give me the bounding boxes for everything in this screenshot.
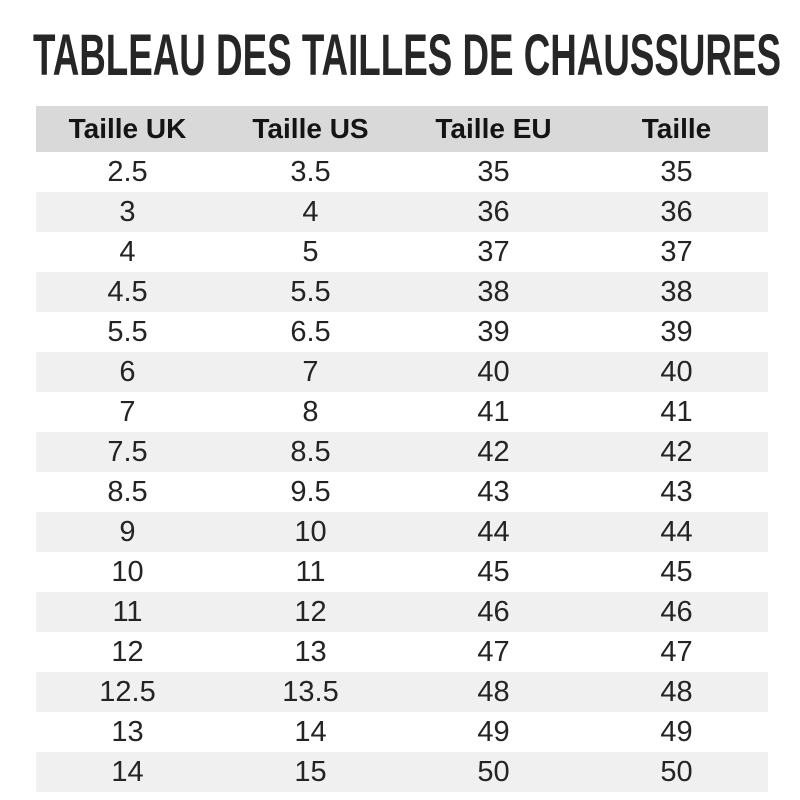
table-cell: 10	[294, 515, 327, 548]
table-cell: 46	[660, 595, 693, 628]
table-cell: 44	[477, 515, 510, 548]
table-cell: 13.5	[282, 675, 339, 708]
table-cell: 36	[660, 195, 693, 228]
table-cell: 37	[477, 235, 510, 268]
table-row: 4 5 37 37	[36, 232, 768, 272]
table-cell: 48	[477, 675, 510, 708]
table-cell: 7	[119, 395, 136, 428]
page-title: TABLEAU DES TAILLES DE CHAUSSURES	[33, 26, 781, 88]
table-cell: 49	[477, 715, 510, 748]
table-cell: 3.5	[290, 155, 331, 188]
table-row: 8.5 9.5 43 43	[36, 472, 768, 512]
table-row: 9 10 44 44	[36, 512, 768, 552]
table-cell: 7.5	[107, 435, 148, 468]
table-row: 7.5 8.5 42 42	[36, 432, 768, 472]
table-cell: 37	[660, 235, 693, 268]
table-cell: 45	[660, 555, 693, 588]
table-cell: 8.5	[107, 475, 148, 508]
table-row: 5.5 6.5 39 39	[36, 312, 768, 352]
table-cell: 5	[302, 235, 319, 268]
table-row: 4.5 5.5 38 38	[36, 272, 768, 312]
table-head: Taille UK Taille US Taille EU Taille	[36, 106, 768, 152]
table-row: 12 13 47 47	[36, 632, 768, 672]
table-row: 7 8 41 41	[36, 392, 768, 432]
table-cell: 48	[660, 675, 693, 708]
table-cell: 10	[111, 555, 144, 588]
table-cell: 5.5	[107, 315, 148, 348]
page-title-text: TABLEAU DES TAILLES DE CHAUSSURES	[33, 26, 781, 88]
table-cell: 5.5	[290, 275, 331, 308]
table-cell: 8	[302, 395, 319, 428]
table-row: 2.5 3.5 35 35	[36, 152, 768, 192]
table-cell: 13	[294, 635, 327, 668]
table-cell: 12.5	[99, 675, 156, 708]
table-cell: 38	[477, 275, 510, 308]
table-cell: 13	[111, 715, 144, 748]
table-body: 2.5 3.5 35 35 3 4 36 36 4 5 37 37 4.5 5.5 38 38 5.5 6.5 39…	[36, 152, 768, 792]
table-cell: 50	[660, 755, 693, 788]
table-cell: 11	[112, 595, 143, 628]
table-cell: 38	[660, 275, 693, 308]
table-cell: 14	[111, 755, 144, 788]
table-row: 14 15 50 50	[36, 752, 768, 792]
table-cell: 39	[660, 315, 693, 348]
table-cell: 35	[660, 155, 693, 188]
table-cell: 12	[294, 595, 327, 628]
table-cell: 6.5	[290, 315, 331, 348]
table-cell: 47	[477, 635, 510, 668]
table-cell: 42	[477, 435, 510, 468]
size-chart-table: Taille UK Taille US Taille EU Taille 2.5 3.5…	[36, 106, 768, 792]
table-cell: 4.5	[107, 275, 148, 308]
table-cell: 6	[119, 355, 136, 388]
table-cell: 43	[660, 475, 693, 508]
table-cell: 42	[660, 435, 693, 468]
table-row: 11 12 46 46	[36, 592, 768, 632]
table-row: 13 14 49 49	[36, 712, 768, 752]
table-cell: 49	[660, 715, 693, 748]
table-row: 3 4 36 36	[36, 192, 768, 232]
table-cell: 43	[477, 475, 510, 508]
table-cell: 7	[302, 355, 319, 388]
table-row: 10 11 45 45	[36, 552, 768, 592]
table-cell: 4	[119, 235, 136, 268]
table-cell: 15	[294, 755, 327, 788]
column-header-1: Taille US	[219, 106, 402, 152]
table-cell: 14	[294, 715, 327, 748]
table-cell: 2.5	[107, 155, 148, 188]
table-cell: 40	[477, 355, 510, 388]
table-cell: 50	[477, 755, 510, 788]
table-cell: 40	[660, 355, 693, 388]
column-header-0: Taille UK	[36, 106, 219, 152]
table-header-row: Taille UK Taille US Taille EU Taille	[36, 106, 768, 152]
table-cell: 47	[660, 635, 693, 668]
column-header-2: Taille EU	[402, 106, 585, 152]
table-cell: 11	[295, 555, 326, 588]
table-row: 12.5 13.5 48 48	[36, 672, 768, 712]
table-cell: 45	[477, 555, 510, 588]
table-cell: 41	[660, 395, 693, 428]
table-cell: 39	[477, 315, 510, 348]
table-cell: 46	[477, 595, 510, 628]
table-cell: 9	[119, 515, 136, 548]
table-cell: 4	[302, 195, 319, 228]
table-cell: 8.5	[290, 435, 331, 468]
table-cell: 36	[477, 195, 510, 228]
table-row: 6 7 40 40	[36, 352, 768, 392]
table-cell: 12	[111, 635, 144, 668]
table-cell: 9.5	[290, 475, 331, 508]
table-cell: 41	[477, 395, 510, 428]
table-cell: 35	[477, 155, 510, 188]
column-header-3: Taille	[585, 106, 768, 152]
table-cell: 3	[119, 195, 136, 228]
table-cell: 44	[660, 515, 693, 548]
